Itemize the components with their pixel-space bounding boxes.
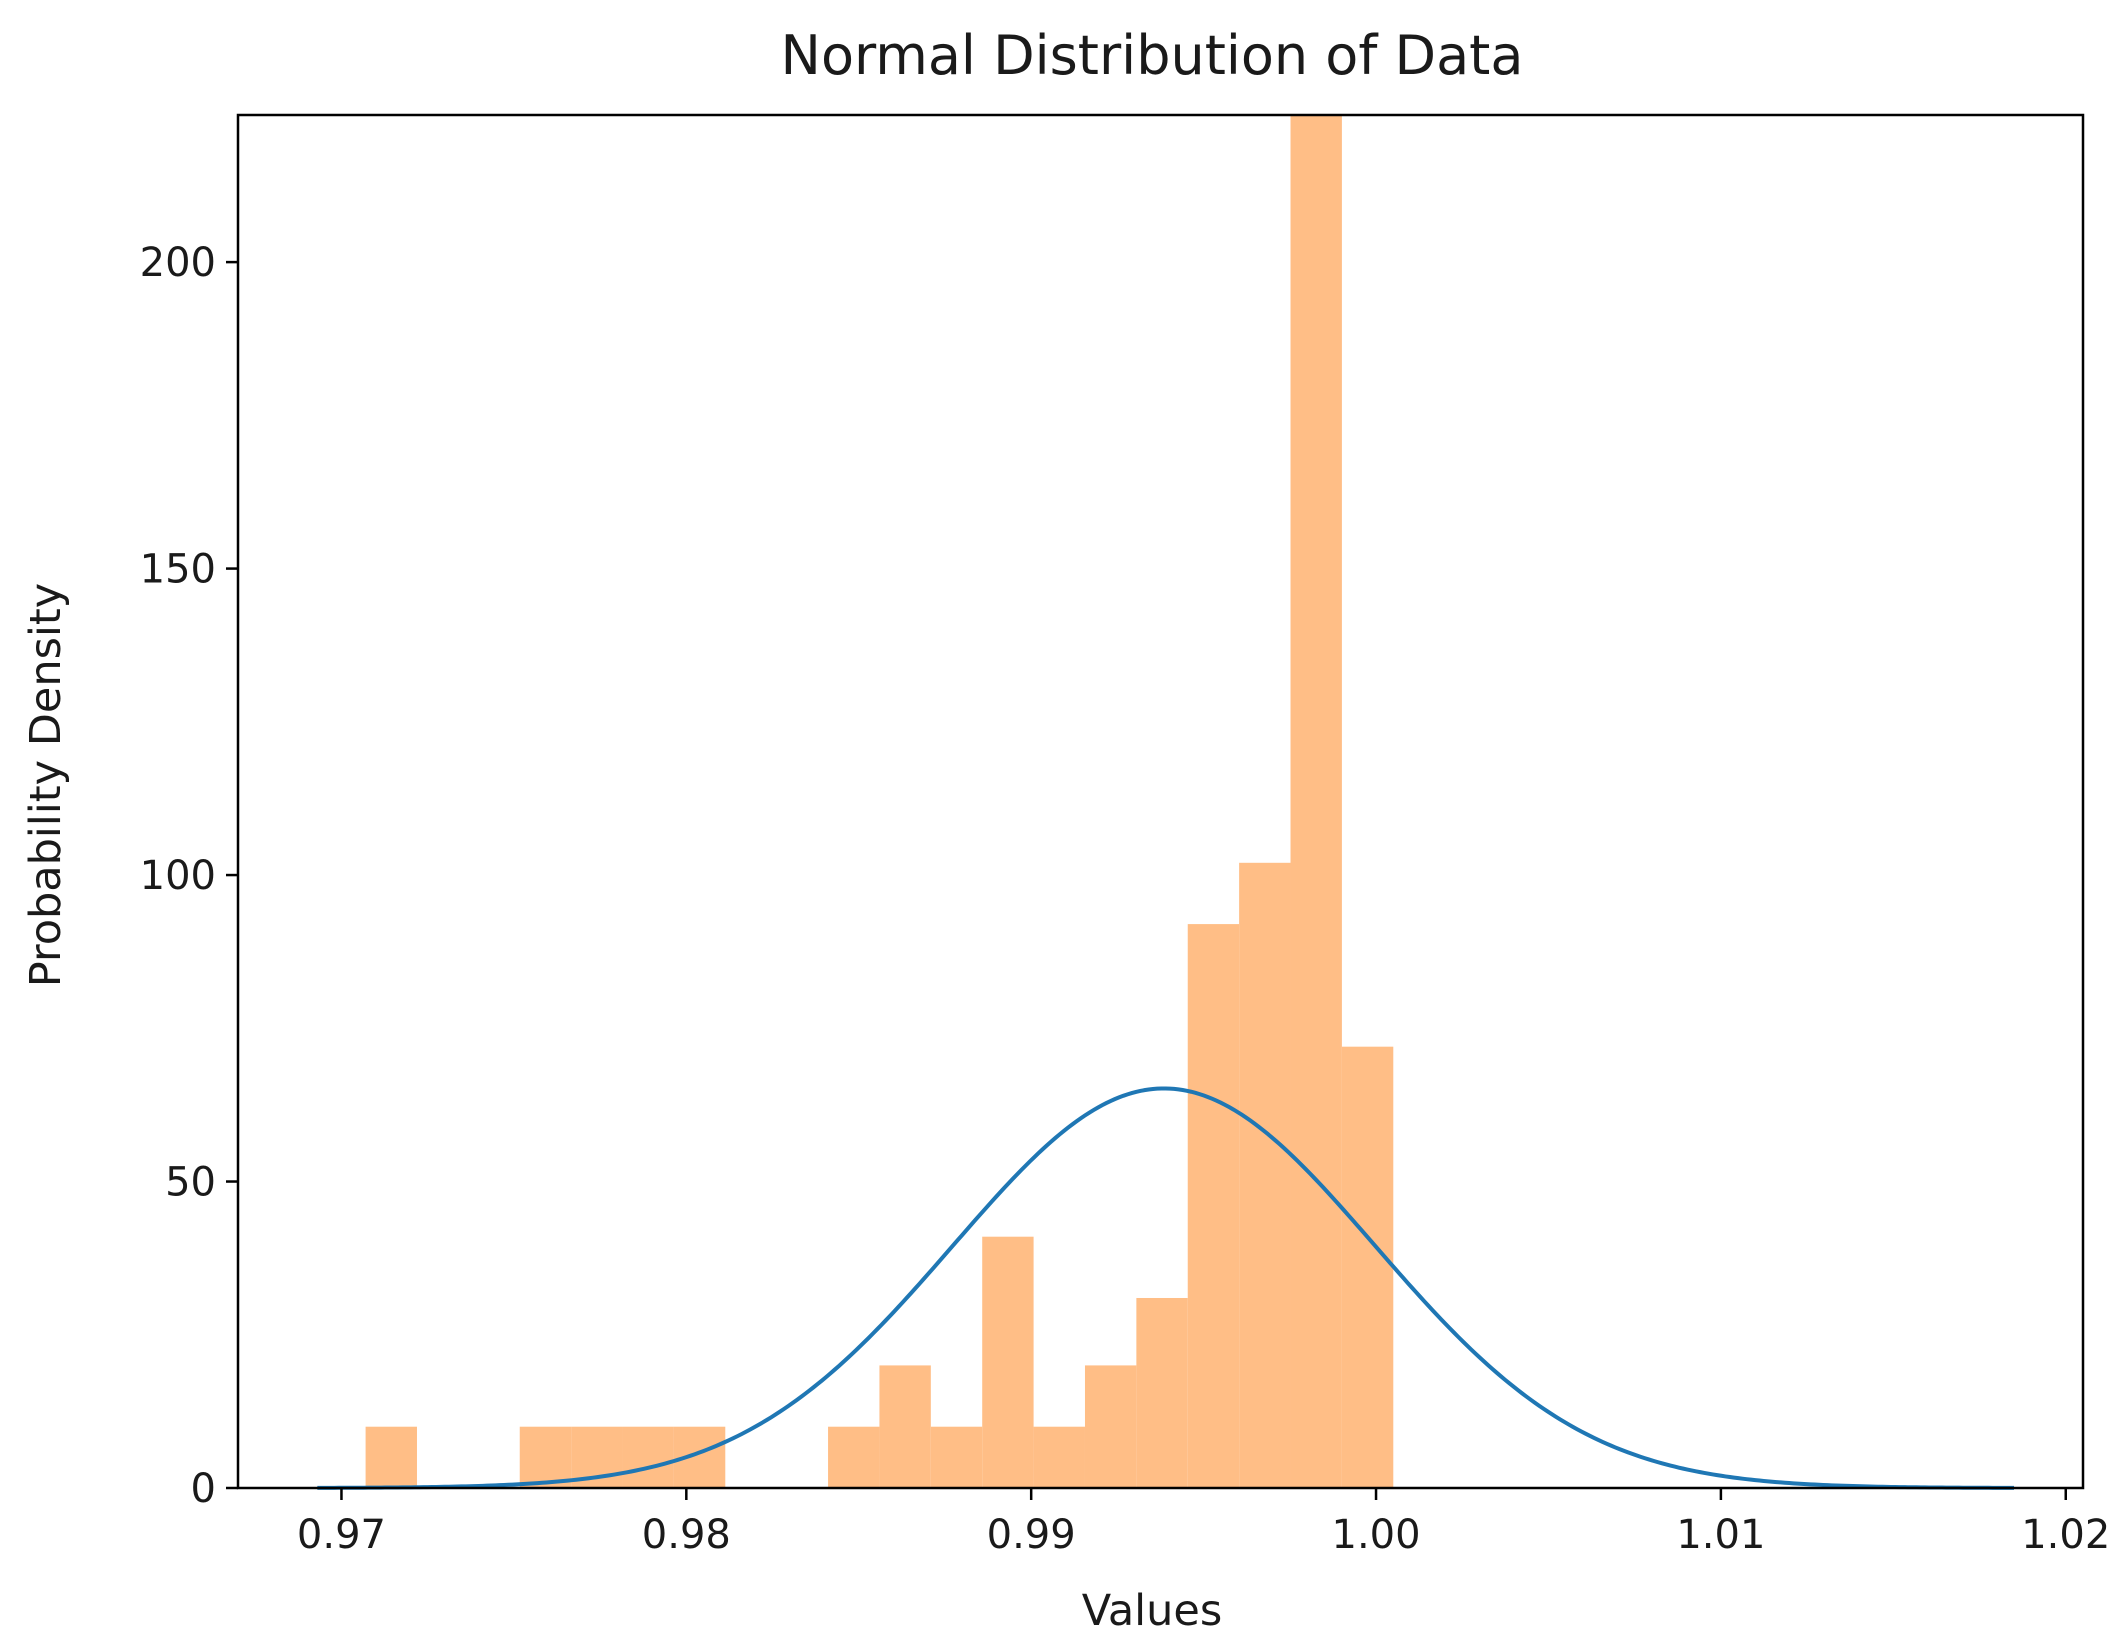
- y-tick-label: 150: [140, 547, 216, 593]
- histogram-bar: [1033, 1426, 1085, 1488]
- x-tick-label: 0.97: [297, 1512, 386, 1558]
- histogram-bar: [1187, 924, 1240, 1488]
- histogram-bar: [1341, 1046, 1394, 1488]
- histogram-bar: [1136, 1297, 1188, 1488]
- x-tick-label: 0.99: [987, 1512, 1076, 1558]
- histogram-bar: [622, 1426, 674, 1488]
- y-tick-label: 200: [140, 240, 216, 286]
- x-tick-label: 1.01: [1676, 1512, 1765, 1558]
- histogram-bar: [519, 1426, 572, 1488]
- x-tick-label: 1.02: [2021, 1512, 2110, 1558]
- x-tick-label: 0.98: [642, 1512, 731, 1558]
- x-axis-label: Values: [1082, 1586, 1223, 1636]
- fit-curve-layer: [317, 1086, 2015, 1490]
- histogram-bar: [1084, 1365, 1137, 1488]
- y-tick-label: 0: [191, 1466, 216, 1512]
- y-tick-label: 50: [165, 1160, 216, 1206]
- histogram-bar: [879, 1365, 931, 1488]
- chart-title: Normal Distribution of Data: [781, 24, 1524, 87]
- y-axis-ticks: 0 50 100 150 200: [140, 240, 238, 1512]
- plot-frame: [236, 113, 2085, 1490]
- histogram-bar: [365, 1426, 417, 1488]
- y-axis-label: Probability Density: [21, 583, 71, 987]
- normal-fit-curve: [317, 1086, 2015, 1490]
- histogram-bar: [1239, 862, 1291, 1488]
- histogram-bar: [1290, 115, 1342, 1488]
- histogram-bar: [828, 1426, 880, 1488]
- x-axis-ticks: 0.97 0.98 0.99 1.00 1.01 1.02: [297, 1488, 2110, 1558]
- y-tick-label: 100: [140, 853, 216, 899]
- histogram-bar: [982, 1236, 1034, 1488]
- x-tick-label: 1.00: [1332, 1512, 1421, 1558]
- histogram-bar: [930, 1426, 983, 1488]
